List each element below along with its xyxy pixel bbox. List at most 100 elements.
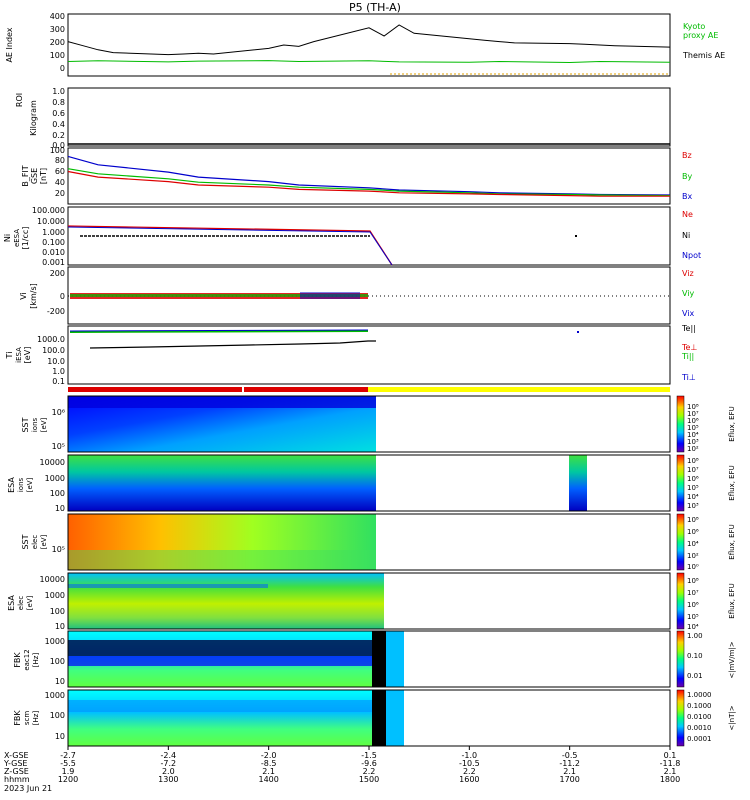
temperature-legend-teperp: Te⊥ — [681, 343, 697, 352]
fbk-b-blue-band — [68, 700, 374, 712]
bfield-ylabel: B_FIT — [21, 165, 30, 186]
sst-elec-spectrogram — [68, 514, 376, 570]
sst-ion-ylabel3: [eV] — [40, 417, 48, 432]
esa-ion-cb-label: Eflux, EFU — [728, 465, 736, 500]
sst-ion-cb-tick-3: 10⁶ — [687, 417, 699, 425]
fbk-e-panel-frame — [67, 630, 671, 688]
esa-elec-cb-tick-2: 10⁷ — [687, 589, 699, 597]
esa-ion-ytick-1: 10000 — [40, 458, 65, 467]
fbk-b-cb-tick-3: 0.0100 — [687, 713, 712, 721]
bfield-legend-by: By — [682, 172, 692, 181]
xaxis-tick-t-0: 1200 — [58, 775, 78, 784]
velocity-legend-viz: Viz — [682, 269, 694, 278]
sst-elec-ylabel: SST — [21, 534, 30, 549]
velocity-legend-viy: Viy — [682, 289, 695, 298]
esa-ion-late-block — [569, 455, 587, 511]
temperature-te-line — [89, 340, 376, 349]
sst-elec-cb-tick-2: 10⁶ — [687, 528, 699, 536]
temperature-legend-tipara: Ti|| — [681, 352, 694, 361]
temperature-panel-frame — [67, 325, 671, 385]
bfield-legend-bz: Bz — [682, 151, 692, 160]
esa-elec-ytick-1: 10000 — [40, 575, 65, 584]
esa-ion-colorbar — [676, 454, 685, 512]
sst-ion-ytick-1: 10⁶ — [52, 408, 65, 417]
xaxis-tick-y-2: -8.5 — [261, 759, 277, 768]
roi-ytick-2: 0.8 — [52, 98, 65, 107]
xaxis-tick-t-4: 1600 — [459, 775, 479, 784]
xaxis-tick-y-0: -5.5 — [60, 759, 76, 768]
sst-elec-cb-tick-5: 10⁰ — [687, 563, 699, 571]
esa-elec-ylabel2: elec — [17, 596, 25, 611]
velocity-panel: Vi [km/s] 200 0 -200 Viz Viy Vix — [19, 266, 695, 325]
fbk-e-cyan-block — [386, 631, 404, 687]
bfield-ylabel3: [nT] — [39, 168, 48, 184]
density-ylabel2: eESA — [13, 229, 21, 247]
density-ytick-4: 0.100 — [42, 238, 65, 247]
sst-elec-lower-band — [68, 550, 376, 570]
density-ytick-5: 0.010 — [42, 248, 65, 257]
x-axis-labels: X-GSE Y-GSE Z-GSE hhmm 2023 Jun 21 -2.7-… — [3, 746, 680, 793]
fbk-b-ytick-2: 100 — [50, 711, 65, 720]
velocity-legend-vix: Vix — [682, 309, 695, 318]
temperature-ytick-1: 1000.0 — [37, 335, 65, 344]
fbk-e-dark-band — [68, 640, 374, 656]
esa-ion-cb-tick-4: 10⁵ — [687, 484, 699, 492]
roi-ytick-1: 1.0 — [52, 87, 65, 96]
region-bar-red-2 — [244, 387, 368, 392]
sst-ion-cb-tick-5: 10⁴ — [687, 431, 699, 439]
roi-ylabel: ROI — [15, 93, 24, 107]
esa-ion-panel: ESA ions [eV] 10000 1000 100 10 10⁸ 10⁷ … — [7, 454, 736, 513]
fbk-e-ylabel: FBK — [13, 652, 22, 668]
esa-elec-ytick-4: 10 — [55, 622, 65, 631]
sst-ion-panel-frame — [67, 395, 671, 453]
esa-ion-ylabel3: [eV] — [26, 477, 34, 492]
xaxis-tick-x-5: -0.5 — [562, 751, 578, 760]
bfield-panel: B_FIT GSE [nT] 100 80 60 40 20 Bz By Bx — [21, 146, 692, 205]
xaxis-tick-x-3: -1.5 — [361, 751, 377, 760]
sst-ion-cb-label: Eflux, EFU — [728, 406, 736, 441]
sst-ion-cb-tick-1: 10⁸ — [687, 403, 699, 411]
xaxis-tick-z-4: 2.2 — [463, 767, 476, 776]
sst-elec-cb-tick-3: 10⁴ — [687, 540, 699, 548]
fbk-b-cyan-block — [386, 690, 404, 746]
xaxis-tick-x-2: -2.0 — [261, 751, 277, 760]
bfield-legend-bx: Bx — [682, 192, 692, 201]
velocity-scatter-band-green — [70, 294, 368, 297]
xaxis-tick-z-3: 2.2 — [363, 767, 376, 776]
roi-ytick-3: 0.6 — [52, 109, 65, 118]
temperature-tiperp-line — [69, 329, 369, 332]
sst-ion-ylabel: SST — [21, 417, 30, 432]
fbk-b-ytick-1: 1000 — [45, 691, 65, 700]
temperature-ylabel: Ti — [5, 352, 14, 360]
fbk-e-ylabel3: [Hz] — [32, 653, 40, 668]
sst-elec-ylabel3: [eV] — [40, 534, 48, 549]
sst-ion-top-band — [68, 396, 376, 408]
velocity-ylabel2: [km/s] — [29, 283, 38, 309]
xaxis-tick-t-3: 1500 — [359, 775, 379, 784]
fbk-e-cb-label: <|mV/m|> — [728, 641, 736, 678]
density-legend-npot: Npot — [682, 251, 701, 260]
esa-elec-cb-tick-3: 10⁶ — [687, 601, 699, 609]
fbk-b-ylabel: FBK — [13, 710, 22, 726]
esa-elec-cb-tick-5: 10⁴ — [687, 623, 699, 631]
sst-ion-cb-tick-6: 10³ — [687, 438, 699, 446]
temperature-panel: Ti iESA [eV] 1000.0 100.0 10.0 1.0 0.1 T… — [5, 324, 697, 386]
fbk-b-ylabel2: scm — [23, 711, 31, 725]
bfield-ylabel2: GSE — [30, 168, 39, 184]
sst-ion-cb-tick-7: 10² — [687, 445, 699, 453]
velocity-ytick-200: 200 — [50, 269, 65, 278]
xaxis-tick-z-1: 2.0 — [162, 767, 175, 776]
fbk-b-colorbar — [676, 689, 685, 747]
bfield-panel-frame — [67, 147, 671, 205]
density-ytick-6: 0.001 — [42, 258, 65, 267]
fbk-e-cb-tick-3: 0.01 — [687, 672, 703, 680]
xaxis-tick-z-5: 2.1 — [563, 767, 576, 776]
velocity-scatter-band-blue — [300, 292, 360, 299]
xaxis-tick-y-1: -7.2 — [161, 759, 177, 768]
roi-panel: ROI Kilogram 1.0 0.8 0.6 0.4 0.2 0.0 — [15, 87, 671, 150]
xaxis-row-label-x: X-GSE — [4, 751, 29, 760]
density-legend-ne: Ne — [682, 210, 693, 219]
fbk-b-cb-tick-1: 1.0000 — [687, 691, 712, 699]
fbk-b-ytick-3: 10 — [55, 732, 65, 741]
esa-ion-cb-tick-5: 10⁴ — [687, 493, 699, 501]
